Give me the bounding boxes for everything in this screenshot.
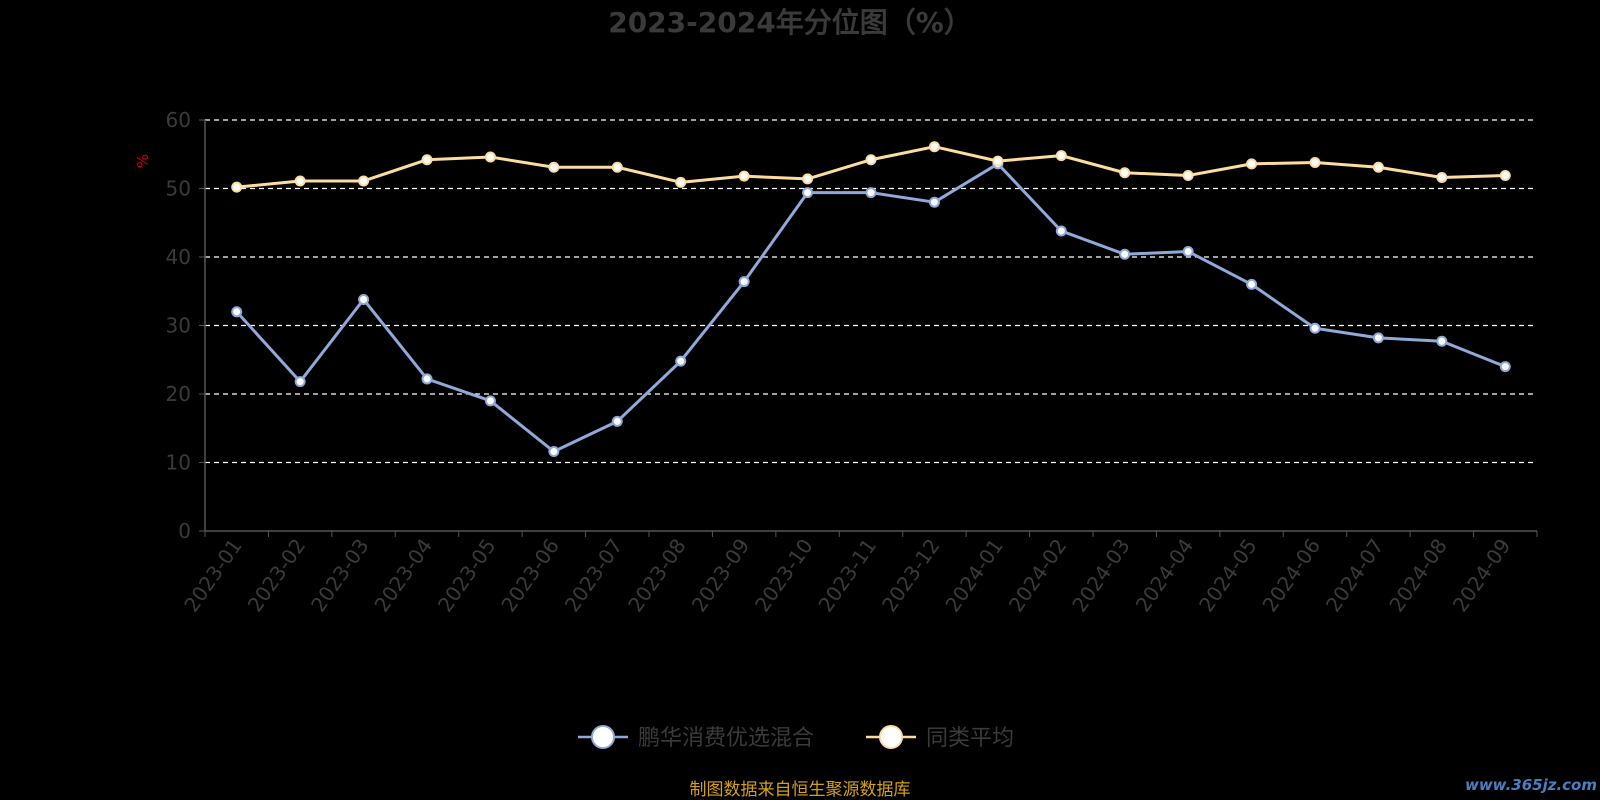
data-point[interactable] (928, 141, 940, 153)
chart-title: 2023-2024年分位图（%） (608, 6, 972, 39)
data-point[interactable] (1499, 361, 1511, 373)
data-source-note: 制图数据来自恒生聚源数据库 (690, 780, 911, 800)
data-point[interactable] (1309, 322, 1321, 334)
data-point[interactable] (1372, 332, 1384, 344)
data-point[interactable] (1055, 150, 1067, 162)
y-tick-label: 0 (178, 519, 191, 543)
data-point[interactable] (928, 196, 940, 208)
x-tick-label: 2023-07 (560, 534, 628, 616)
x-tick-label: 2023-04 (369, 534, 437, 616)
data-point[interactable] (421, 373, 433, 385)
data-point[interactable] (1182, 169, 1194, 181)
data-point[interactable] (1119, 167, 1131, 179)
data-point[interactable] (1436, 335, 1448, 347)
data-point[interactable] (1119, 248, 1131, 260)
data-point[interactable] (421, 154, 433, 166)
y-tick-label: 40 (166, 245, 191, 269)
x-tick-label: 2023-03 (306, 534, 374, 616)
x-tick-label: 2024-09 (1448, 534, 1516, 616)
data-point[interactable] (865, 187, 877, 199)
x-tick-label: 2023-02 (243, 534, 311, 616)
x-tick-label: 2023-12 (877, 534, 945, 616)
data-point[interactable] (802, 187, 814, 199)
legend-item-1[interactable]: 同类平均 (866, 725, 1014, 751)
x-tick-label: 2023-11 (813, 534, 881, 616)
series-lines (231, 141, 1511, 458)
data-point[interactable] (358, 293, 370, 305)
data-point[interactable] (675, 355, 687, 367)
x-tick-label: 2024-02 (1004, 534, 1072, 616)
x-tick-label: 2023-10 (750, 534, 818, 616)
y-tick-label: 30 (166, 314, 191, 338)
data-point[interactable] (865, 154, 877, 166)
data-point[interactable] (1436, 172, 1448, 184)
data-point[interactable] (611, 415, 623, 427)
x-tick-label: 2023-06 (496, 534, 564, 616)
data-point[interactable] (1499, 169, 1511, 181)
data-point[interactable] (1182, 246, 1194, 258)
data-point[interactable] (294, 175, 306, 187)
x-tick-label: 2023-08 (623, 534, 691, 616)
data-point[interactable] (484, 151, 496, 163)
x-tick-label: 2023-09 (687, 534, 755, 616)
series-line-0[interactable] (235, 162, 1507, 454)
x-tick-label: 2024-05 (1194, 534, 1262, 616)
x-tick-label: 2024-07 (1321, 534, 1389, 616)
data-point[interactable] (1246, 158, 1258, 170)
data-point[interactable] (675, 176, 687, 188)
data-point[interactable] (738, 276, 750, 288)
data-point[interactable] (1372, 161, 1384, 173)
legend-marker-icon (879, 725, 903, 749)
data-point[interactable] (231, 181, 243, 193)
data-point[interactable] (548, 446, 560, 458)
x-tick-label: 2024-06 (1257, 534, 1325, 616)
y-tick-label: 50 (166, 177, 191, 201)
x-tick-label: 2024-04 (1131, 534, 1199, 616)
watermark: www.365jz.com (1465, 776, 1597, 794)
legend[interactable]: 鹏华消费优选混合 同类平均 (578, 725, 1014, 751)
data-point[interactable] (294, 376, 306, 388)
data-point[interactable] (1309, 156, 1321, 168)
data-point[interactable] (611, 161, 623, 173)
data-point[interactable] (548, 161, 560, 173)
data-point[interactable] (802, 173, 814, 185)
x-tick-label: 2024-08 (1384, 534, 1452, 616)
data-point[interactable] (1055, 225, 1067, 237)
data-point[interactable] (1246, 278, 1258, 290)
data-point[interactable] (231, 306, 243, 318)
data-point[interactable] (484, 395, 496, 407)
x-tick-label: 2024-01 (940, 534, 1008, 616)
x-tick-label: 2023-05 (433, 534, 501, 616)
y-axis-label: % (134, 154, 152, 168)
x-tick-label: 2023-01 (179, 534, 247, 616)
legend-item-0[interactable]: 鹏华消费优选混合 (578, 725, 814, 751)
legend-label: 鹏华消费优选混合 (638, 726, 814, 751)
y-tick-label: 20 (166, 382, 191, 406)
data-point[interactable] (358, 175, 370, 187)
legend-label: 同类平均 (926, 726, 1014, 751)
y-tick-label: 10 (166, 451, 191, 475)
legend-marker-icon (591, 725, 615, 749)
y-tick-label: 60 (166, 108, 191, 132)
gridlines (205, 119, 1537, 464)
data-point[interactable] (992, 155, 1004, 167)
data-point[interactable] (738, 170, 750, 182)
x-tick-label: 2024-03 (1067, 534, 1135, 616)
axes: 01020304050602023-012023-022023-032023-0… (166, 108, 1538, 616)
